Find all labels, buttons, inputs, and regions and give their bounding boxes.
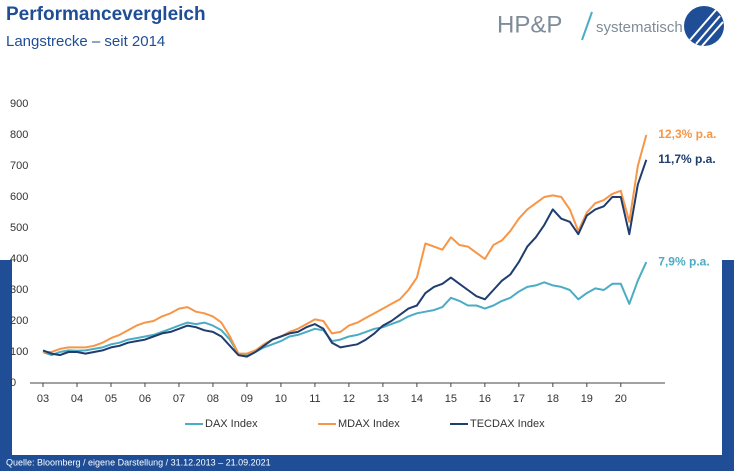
x-tick-label: 09: [241, 393, 253, 405]
source: Quelle: Bloomberg / eigene Darstellung /…: [6, 457, 271, 467]
x-tick-label: 16: [479, 393, 491, 405]
legend-label: DAX Index: [205, 418, 258, 430]
legend-label: MDAX Index: [338, 418, 400, 430]
series-line: [42, 261, 648, 357]
y-tick-label: 500: [10, 222, 28, 234]
subtitle: Langstrecke – seit 2014: [6, 33, 165, 50]
logo-icon: [684, 6, 724, 47]
x-tick-label: 06: [139, 393, 151, 405]
legend-label: TECDAX Index: [470, 418, 545, 430]
y-tick-label: 200: [10, 315, 28, 327]
logo-slash: [581, 11, 593, 41]
logo-brand: HP&P: [497, 11, 562, 38]
series-line: [43, 134, 648, 355]
x-tick-label: 08: [207, 393, 219, 405]
x-tick-label: 07: [173, 393, 185, 405]
x-tick-label: 04: [71, 393, 83, 405]
x-tick-label: 11: [309, 393, 320, 405]
y-tick-label: 600: [10, 191, 28, 203]
x-tick-label: 18: [547, 393, 559, 405]
end-label: 12,3% p.a.: [658, 127, 716, 141]
x-tick-label: 05: [105, 393, 117, 405]
x-tick-label: 12: [343, 393, 355, 405]
x-tick-label: 15: [445, 393, 457, 405]
x-tick-label: 13: [377, 393, 389, 405]
y-tick-label: 300: [10, 284, 28, 296]
title: Performancevergleich: [6, 4, 206, 25]
y-tick-label: 800: [10, 129, 28, 141]
x-tick-label: 10: [275, 393, 287, 405]
x-tick-label: 17: [513, 393, 525, 405]
end-label: 11,7% p.a.: [658, 152, 715, 166]
end-label: 7,9% p.a.: [658, 254, 709, 268]
logo-tagline: systematisch: [596, 19, 683, 36]
y-tick-label: 700: [10, 160, 28, 172]
y-tick-label: 100: [10, 346, 28, 358]
series-line: [42, 159, 648, 358]
x-tick-label: 20: [615, 393, 627, 405]
y-tick-label: 400: [10, 253, 28, 265]
y-tick-label: 900: [10, 98, 28, 110]
x-tick-label: 03: [37, 393, 49, 405]
x-tick-label: 14: [411, 393, 423, 405]
chart-panel: [12, 67, 722, 455]
y-tick-label: 0: [10, 377, 16, 389]
x-tick-label: 19: [581, 393, 593, 405]
